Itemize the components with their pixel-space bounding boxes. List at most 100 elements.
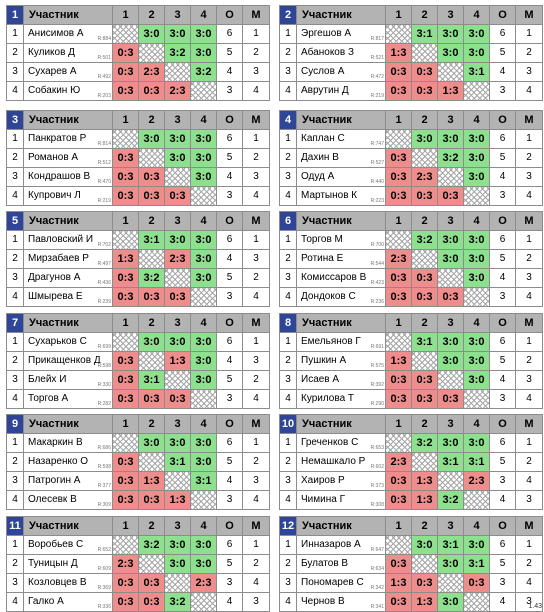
place-column-header: М (515, 110, 543, 130)
opponent-column-header: 2 (411, 110, 438, 130)
player-rating: R:236 (370, 299, 384, 305)
player-name: Хаиров Р (301, 475, 345, 486)
place-value: 3 (242, 471, 270, 491)
player-row: 3 Хаиров Р R:373 0:3 1:3 2:3 3 4 (279, 471, 543, 491)
match-score: 3:0 (190, 351, 217, 371)
player-name: Булатов В (301, 558, 349, 569)
match-score: 2:3 (138, 62, 165, 82)
match-score: 3:0 (138, 433, 165, 453)
place-value: 1 (242, 535, 270, 555)
player-name-cell: Чернов В R:341 (296, 592, 386, 612)
row-number: 2 (6, 351, 24, 371)
opponent-column-header: 4 (463, 516, 490, 536)
player-name: Торгов А (28, 393, 69, 404)
opponent-column-header: 3 (164, 110, 191, 130)
match-score: 3:2 (437, 490, 464, 510)
place-column-header: М (242, 110, 270, 130)
self-match-cell (437, 471, 464, 491)
player-name-cell: Ротина Е R:544 (296, 249, 386, 269)
player-name: Мирзабаев Р (28, 253, 89, 264)
match-score: 0:3 (112, 389, 139, 409)
row-number: 2 (6, 452, 24, 472)
group-header-row: 9 Участник 1 2 3 4 О М (6, 414, 270, 434)
match-score: 3:0 (437, 129, 464, 149)
opponent-column-header: 3 (164, 5, 191, 25)
player-name: Прикащенков Д (28, 355, 101, 366)
player-rating: R:440 (370, 179, 384, 185)
points-column-header: О (489, 211, 516, 231)
participant-column-header: Участник (296, 516, 386, 536)
player-rating: R:470 (97, 179, 111, 185)
match-score: 3:0 (437, 43, 464, 63)
player-row: 1 Емельянов Г R:691 3:1 3:0 3:0 6 1 (279, 332, 543, 352)
player-name-cell: Прикащенков Д R:598 (23, 351, 113, 371)
match-score: 3:2 (164, 592, 191, 612)
self-match-cell (411, 43, 438, 63)
row-number: 2 (6, 554, 24, 574)
match-score: 3:0 (463, 433, 490, 453)
player-row: 1 Эргешов А R:817 3:1 3:0 3:0 6 1 (279, 24, 543, 44)
player-name: Аврутин Д (301, 85, 349, 96)
match-score: 0:3 (112, 167, 139, 187)
self-match-cell (112, 230, 139, 250)
row-number: 3 (6, 471, 24, 491)
match-score: 3:0 (164, 332, 191, 352)
group-number: 10 (279, 414, 297, 434)
player-row: 4 Торгов А R:282 0:3 0:3 0:3 3 4 (6, 389, 270, 409)
player-name: Торгов М (301, 234, 343, 245)
self-match-cell (190, 592, 217, 612)
match-score: 0:3 (385, 62, 412, 82)
place-value: 1 (242, 332, 270, 352)
opponent-column-header: 1 (112, 110, 139, 130)
place-value: 1 (242, 24, 270, 44)
points-value: 4 (489, 62, 516, 82)
player-rating: R:686 (97, 445, 111, 451)
row-number: 3 (279, 268, 297, 288)
match-score: 3:0 (437, 351, 464, 371)
opponent-column-header: 1 (112, 516, 139, 536)
match-score: 0:3 (112, 592, 139, 612)
points-value: 6 (489, 230, 516, 250)
match-score: 3:2 (138, 535, 165, 555)
match-score: 3:0 (190, 554, 217, 574)
player-name: Чимина Г (301, 494, 345, 505)
points-column-header: О (489, 516, 516, 536)
player-rating: R:369 (97, 585, 111, 591)
match-score: 3:0 (411, 535, 438, 555)
match-score: 1:3 (164, 490, 191, 510)
player-row: 3 Кондрашов В R:470 0:3 0:3 3:0 4 3 (6, 167, 270, 187)
player-name-cell: Кондрашов В R:470 (23, 167, 113, 187)
points-column-header: О (216, 516, 243, 536)
opponent-column-header: 2 (138, 110, 165, 130)
match-score: 3:0 (190, 43, 217, 63)
player-name: Туницын Д (28, 558, 78, 569)
opponent-column-header: 2 (411, 414, 438, 434)
place-column-header: М (515, 516, 543, 536)
self-match-cell (385, 433, 412, 453)
player-rating: R:702 (97, 242, 111, 248)
player-name: Макаркин В (28, 437, 83, 448)
place-value: 3 (515, 592, 543, 612)
points-value: 3 (489, 287, 516, 307)
group-table: 7 Участник 1 2 3 4 О М 1 Сухарьков С R:699 3:0 3:0 3:… (6, 313, 270, 409)
player-name: Дондоков С (301, 291, 356, 302)
match-score: 0:3 (138, 287, 165, 307)
place-value: 4 (242, 490, 270, 510)
player-rating: R:492 (97, 74, 111, 80)
participant-column-header: Участник (296, 211, 386, 231)
player-name-cell: Панкратов Р R:814 (23, 129, 113, 149)
player-rating: R:653 (370, 445, 384, 451)
self-match-cell (190, 287, 217, 307)
place-value: 4 (515, 573, 543, 593)
match-score: 2:3 (112, 554, 139, 574)
match-score: 0:3 (385, 592, 412, 612)
match-score: 3:0 (164, 148, 191, 168)
player-rating: R:575 (370, 363, 384, 369)
player-row: 1 Макаркин В R:686 3:0 3:0 3:0 6 1 (6, 433, 270, 453)
player-row: 2 Романов А R:512 0:3 3:0 3:0 5 2 (6, 148, 270, 168)
player-name: Романов А (28, 152, 79, 163)
points-value: 5 (489, 249, 516, 269)
group-table: 8 Участник 1 2 3 4 О М 1 Емельянов Г R:691 3:1 3:0 3:… (279, 313, 543, 409)
place-value: 4 (515, 389, 543, 409)
match-score: 3:2 (190, 62, 217, 82)
